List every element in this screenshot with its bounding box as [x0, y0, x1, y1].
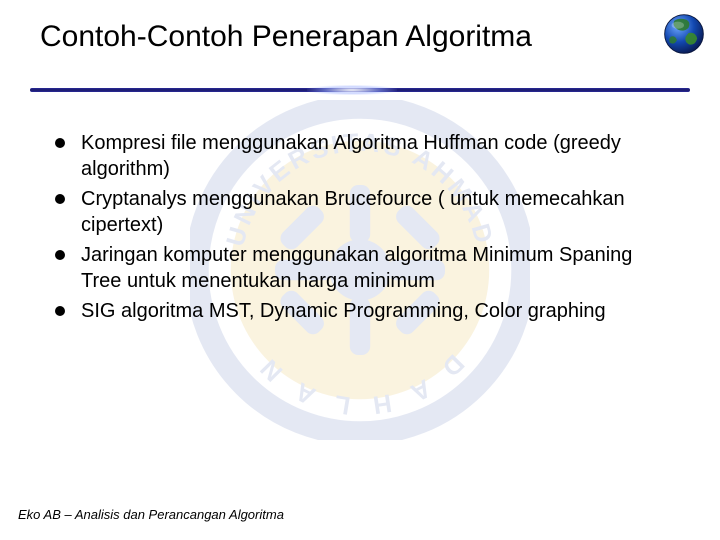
list-item: Cryptanalys menggunakan Brucefource ( un… — [55, 186, 660, 238]
svg-text:D A H L A N: D A H L A N — [251, 349, 470, 420]
list-item: SIG algoritma MST, Dynamic Programming, … — [55, 298, 660, 324]
footer-text: Eko AB – Analisis dan Perancangan Algori… — [18, 507, 284, 522]
list-item: Kompresi file menggunakan Algoritma Huff… — [55, 130, 660, 182]
bullet-icon — [55, 194, 65, 204]
bullet-icon — [55, 138, 65, 148]
list-item: Jaringan komputer menggunakan algoritma … — [55, 242, 660, 294]
bullet-text: Jaringan komputer menggunakan algoritma … — [81, 242, 660, 294]
bullet-icon — [55, 250, 65, 260]
slide-title: Contoh-Contoh Penerapan Algoritma — [40, 20, 532, 54]
earth-globe-icon — [662, 12, 706, 56]
bullet-text: Cryptanalys menggunakan Brucefource ( un… — [81, 186, 660, 238]
bullet-text: Kompresi file menggunakan Algoritma Huff… — [81, 130, 660, 182]
bullet-text: SIG algoritma MST, Dynamic Programming, … — [81, 298, 606, 324]
title-divider — [30, 88, 690, 96]
bullet-icon — [55, 306, 65, 316]
bullet-list: Kompresi file menggunakan Algoritma Huff… — [55, 130, 660, 328]
